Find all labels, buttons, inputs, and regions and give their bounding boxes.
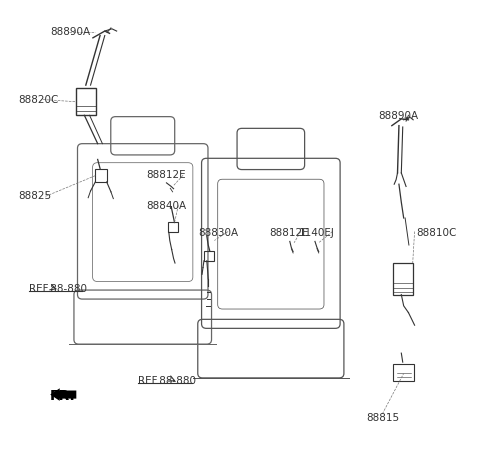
Text: 88890A: 88890A <box>50 27 90 37</box>
Text: 88815: 88815 <box>366 412 399 422</box>
Bar <box>96 170 107 182</box>
Text: REF.88-880: REF.88-880 <box>29 283 87 293</box>
Text: 88890A: 88890A <box>379 111 419 121</box>
Bar <box>76 89 96 116</box>
Text: 88840A: 88840A <box>146 201 186 211</box>
Text: 88810C: 88810C <box>417 227 457 237</box>
Text: FR.: FR. <box>50 388 76 402</box>
Text: 1140EJ: 1140EJ <box>299 227 335 237</box>
Text: 88812E: 88812E <box>146 169 186 179</box>
Bar <box>393 364 414 381</box>
Text: 88820C: 88820C <box>18 95 59 104</box>
Text: 88825: 88825 <box>18 191 51 201</box>
Bar <box>393 263 413 295</box>
Bar <box>204 251 215 261</box>
Text: 88812E: 88812E <box>269 227 309 237</box>
Bar <box>168 223 179 233</box>
FancyArrow shape <box>50 389 76 401</box>
Text: REF.88-880: REF.88-880 <box>138 375 196 385</box>
Text: 88830A: 88830A <box>198 227 239 237</box>
